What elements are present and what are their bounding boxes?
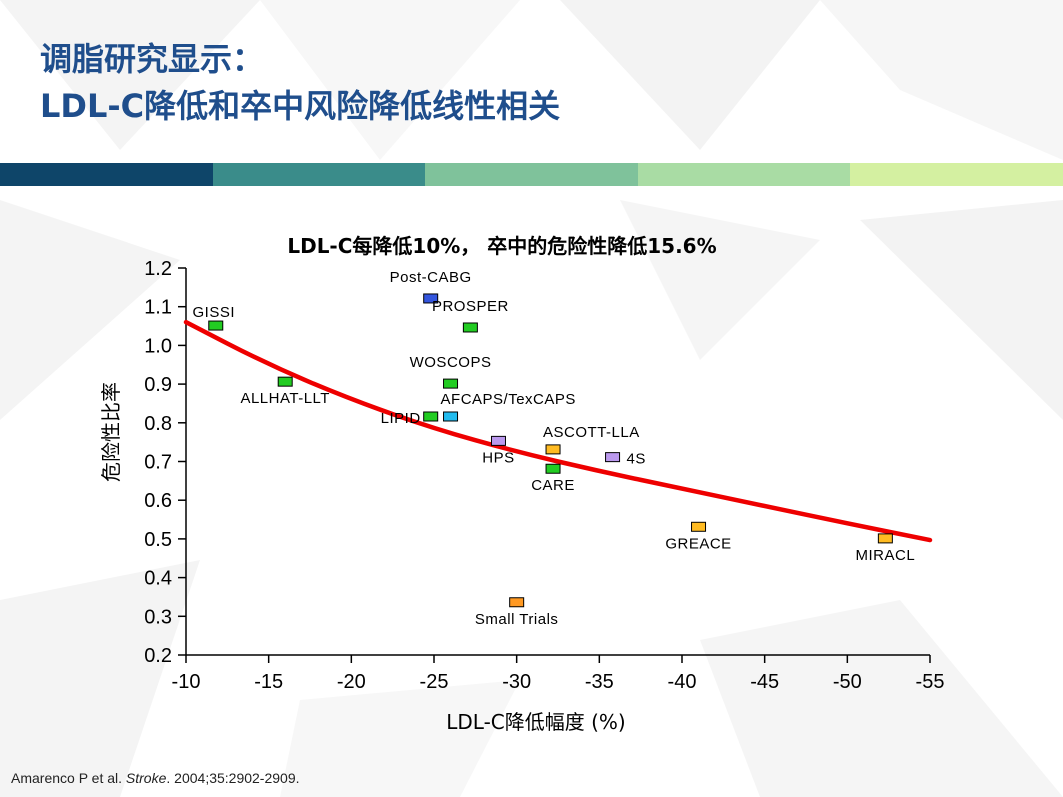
point-label: MIRACL: [856, 547, 916, 564]
y-tick-label: 0.4: [144, 568, 172, 590]
point-hps: [490, 435, 506, 446]
point-label: Small Trials: [475, 611, 559, 628]
y-tick-label: 0.3: [144, 606, 172, 628]
citation-details: . 2004;35:2902-2909.: [166, 770, 300, 786]
y-tick-label: 1.0: [144, 335, 172, 357]
x-tick-label: -30: [502, 671, 531, 693]
y-tick-label: 1.1: [144, 297, 172, 319]
y-tick-label: 0.5: [144, 529, 172, 551]
color-band-segment-4: [637, 163, 851, 186]
color-band-segment-3: [425, 163, 638, 186]
color-band-segment-1: [0, 163, 213, 186]
point-gissi: [208, 320, 224, 331]
x-tick-label: -25: [420, 671, 449, 693]
citation: Amarenco P et al. Stroke. 2004;35:2902-2…: [11, 770, 300, 786]
citation-journal: Stroke: [125, 770, 167, 786]
point-greace: [691, 521, 707, 532]
point-afcaps-texcaps: [443, 411, 459, 422]
data-points: Post-CABG GISSI PROSPER ALLHAT-LLT WOSCOPS AF…: [193, 269, 916, 628]
point-label: GISSI: [193, 304, 236, 321]
x-tick-label: -10: [172, 671, 201, 693]
citation-authors: Amarenco P et al.: [11, 770, 123, 786]
x-tick-label: -20: [337, 671, 366, 693]
x-tick-label: -35: [585, 671, 614, 693]
point-label: LIPID: [381, 410, 421, 427]
color-band: [0, 163, 1063, 186]
x-tick-label: -50: [833, 671, 862, 693]
point-care: [545, 463, 561, 474]
point-label: PROSPER: [432, 298, 509, 315]
slide-title-line1: 调脂研究显示：: [40, 40, 265, 78]
point-label: CARE: [531, 477, 575, 494]
point-allhat-llt: [277, 376, 293, 387]
slide-title: 调脂研究显示： LDL-C降低和卒中风险降低线性相关: [40, 36, 560, 130]
point-lipid: [423, 411, 439, 422]
y-tick-label: 0.8: [144, 413, 172, 435]
y-tick-label: 1.2: [144, 258, 172, 280]
y-tick-label: 0.7: [144, 452, 172, 474]
point-label: HPS: [482, 449, 514, 466]
chart-title: LDL-C每降低10%， 卒中的危险性降低15.6%: [287, 234, 716, 258]
point-label: AFCAPS/TexCAPS: [441, 391, 576, 408]
x-tick-label: -55: [916, 671, 945, 693]
slide-title-line2: LDL-C降低和卒中风险降低线性相关: [40, 87, 561, 125]
point-ascott-lla: [545, 444, 561, 455]
point-label: 4S: [627, 451, 646, 468]
y-tick-label: 0.6: [144, 490, 172, 512]
y-tick-label: 0.9: [144, 374, 172, 396]
point-label: ALLHAT-LLT: [240, 390, 329, 407]
point-post-cabg: [423, 293, 439, 304]
point-label: Post-CABG: [390, 269, 472, 286]
x-axis-label: LDL-C降低幅度 (%): [446, 710, 625, 734]
x-tick-label: -15: [254, 671, 283, 693]
point-label: WOSCOPS: [410, 354, 492, 371]
y-axis-label: 危险性比率: [99, 382, 123, 482]
point-prosper: [462, 322, 478, 333]
color-band-segment-2: [212, 163, 426, 186]
point-woscops: [443, 378, 459, 389]
regression-curve: [183, 319, 933, 543]
chart-axes: 0.2 0.3 0.4 0.5 0.6 0.7 0.8 0.9 1.0 1.1 1.2 -10 -15 -…: [144, 258, 944, 693]
point-label: ASCOTT-LLA: [543, 424, 640, 441]
point-4s: [605, 452, 621, 463]
x-tick-label: -45: [750, 671, 779, 693]
x-tick-label: -40: [668, 671, 697, 693]
point-small-trials: [509, 597, 525, 608]
point-label: GREACE: [665, 535, 731, 552]
y-tick-label: 0.2: [144, 645, 172, 667]
color-band-segment-5: [850, 163, 1063, 186]
point-miracl: [877, 533, 893, 544]
